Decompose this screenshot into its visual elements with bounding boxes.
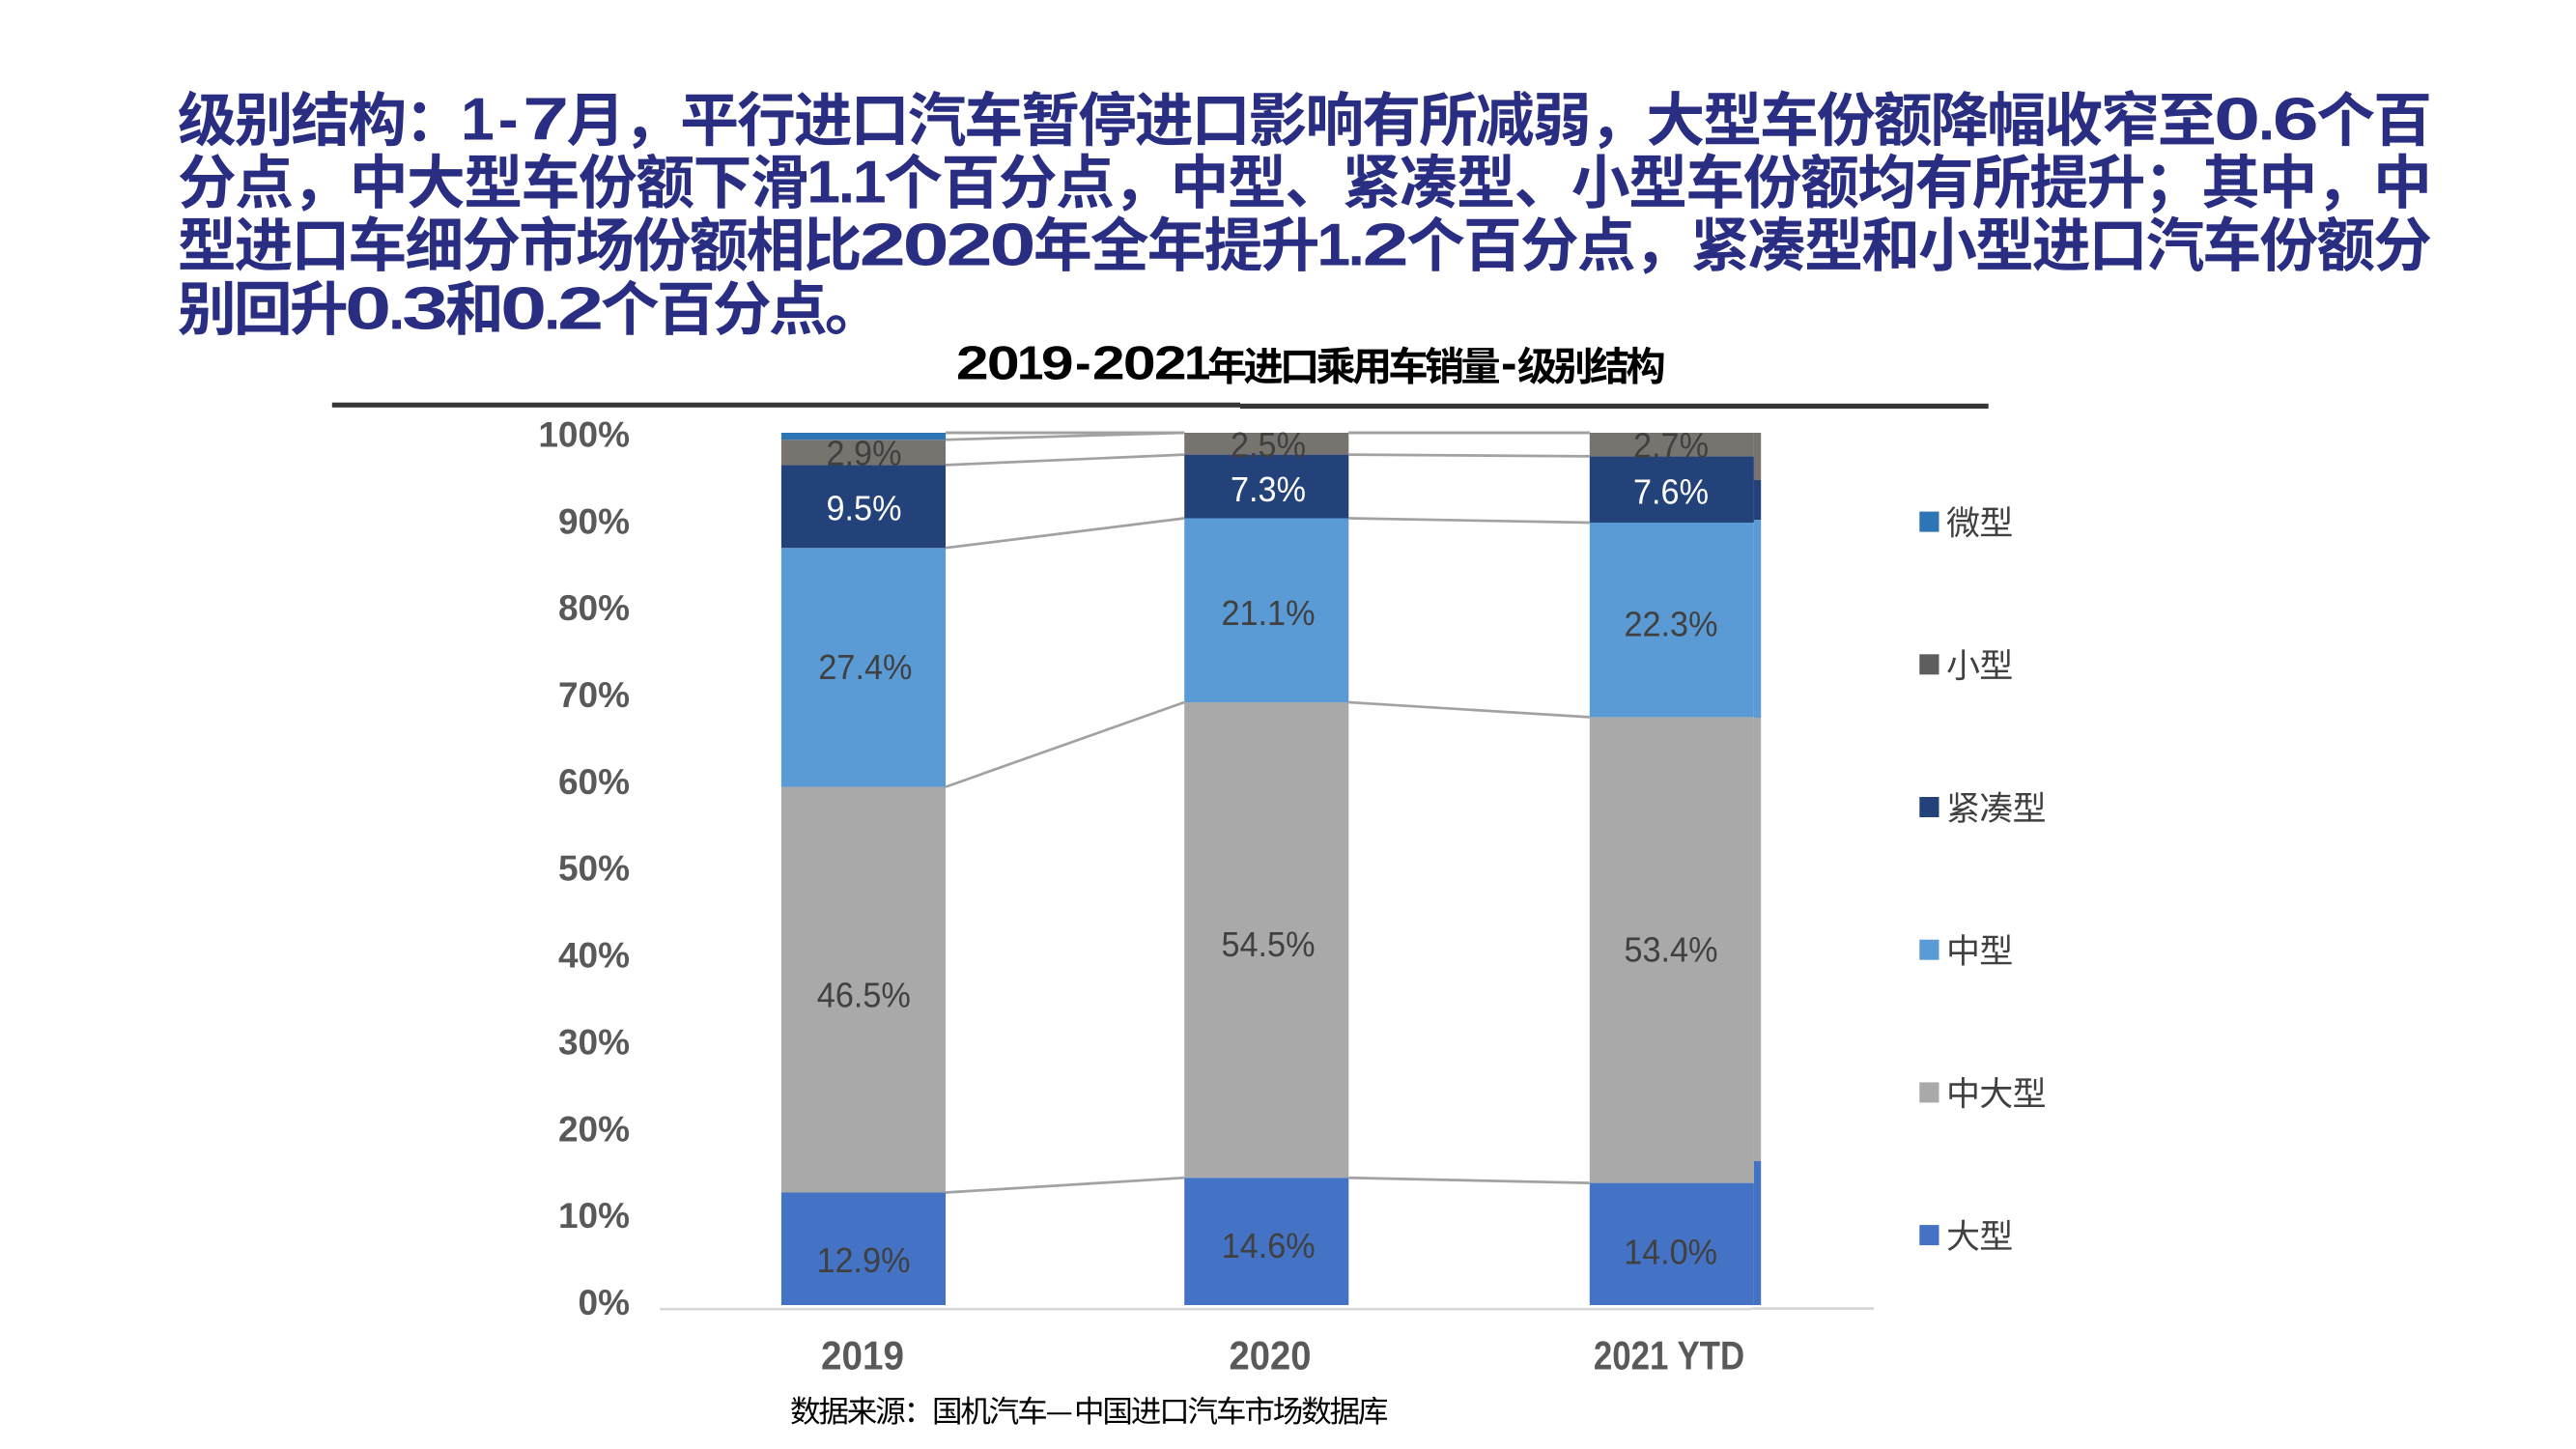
svg-text:-: - [1075, 338, 1090, 390]
svg-text:100%: 100% [538, 414, 630, 454]
svg-text:2: 2 [1092, 336, 1125, 389]
svg-text:1: 1 [1184, 338, 1210, 390]
svg-text:2: 2 [860, 211, 906, 278]
svg-text:0: 0 [989, 211, 1035, 278]
svg-text:0: 0 [1123, 336, 1156, 389]
svg-text:21.1%: 21.1% [1222, 594, 1316, 633]
svg-text:2: 2 [947, 211, 993, 278]
svg-text:7: 7 [523, 85, 569, 153]
svg-text:14.6%: 14.6% [1222, 1227, 1316, 1265]
svg-text:90%: 90% [558, 501, 630, 541]
svg-text:1: 1 [461, 86, 495, 154]
svg-text:2.5%: 2.5% [1231, 426, 1306, 465]
svg-text:53.4%: 53.4% [1625, 931, 1718, 970]
svg-text:70%: 70% [558, 675, 630, 715]
svg-text:10%: 10% [558, 1196, 630, 1236]
svg-text:2: 2 [1363, 211, 1409, 278]
svg-text:0%: 0% [579, 1283, 630, 1322]
svg-text:50%: 50% [558, 849, 630, 889]
svg-text:54.5%: 54.5% [1222, 925, 1316, 964]
svg-text:60%: 60% [558, 762, 630, 802]
svg-text:2021 YTD: 2021 YTD [1594, 1334, 1744, 1379]
svg-text:2019: 2019 [821, 1332, 904, 1378]
svg-text:2.7%: 2.7% [1633, 427, 1709, 466]
svg-text:.: . [838, 148, 855, 215]
svg-text:30%: 30% [558, 1022, 630, 1062]
svg-text:0: 0 [903, 211, 949, 278]
svg-text:2.9%: 2.9% [827, 435, 902, 473]
svg-text:1: 1 [853, 148, 887, 215]
svg-text:46.5%: 46.5% [817, 977, 911, 1015]
svg-text:40%: 40% [558, 936, 630, 976]
svg-text:14.0%: 14.0% [1624, 1234, 1717, 1272]
svg-text:2: 2 [557, 274, 604, 342]
svg-text:.: . [2258, 86, 2275, 154]
svg-text:9: 9 [1041, 336, 1074, 389]
svg-text:22.3%: 22.3% [1625, 606, 1718, 644]
svg-text:20%: 20% [558, 1109, 630, 1149]
svg-text:-: - [498, 86, 519, 154]
svg-text:-: - [1501, 338, 1516, 390]
svg-text:80%: 80% [558, 588, 630, 628]
svg-text:2020: 2020 [1230, 1333, 1312, 1378]
svg-text:3: 3 [402, 274, 448, 342]
svg-text:6: 6 [2273, 85, 2319, 153]
svg-text:27.4%: 27.4% [818, 648, 912, 687]
svg-text:.: . [1348, 211, 1365, 278]
svg-text:2: 2 [1154, 336, 1187, 389]
svg-text:1: 1 [1017, 338, 1043, 390]
svg-text:0: 0 [987, 336, 1020, 389]
svg-text:7.6%: 7.6% [1633, 473, 1709, 512]
svg-text:.: . [388, 274, 405, 342]
svg-text:1: 1 [807, 148, 840, 215]
svg-text:12.9%: 12.9% [817, 1241, 911, 1280]
svg-text:7.3%: 7.3% [1231, 470, 1306, 509]
svg-text:9.5%: 9.5% [827, 490, 902, 528]
svg-text:2: 2 [956, 336, 989, 389]
svg-text:0: 0 [500, 274, 547, 342]
svg-text:.: . [544, 274, 560, 342]
svg-text:0: 0 [2214, 85, 2260, 153]
svg-text:1: 1 [1316, 211, 1350, 278]
svg-text:0: 0 [345, 274, 391, 342]
